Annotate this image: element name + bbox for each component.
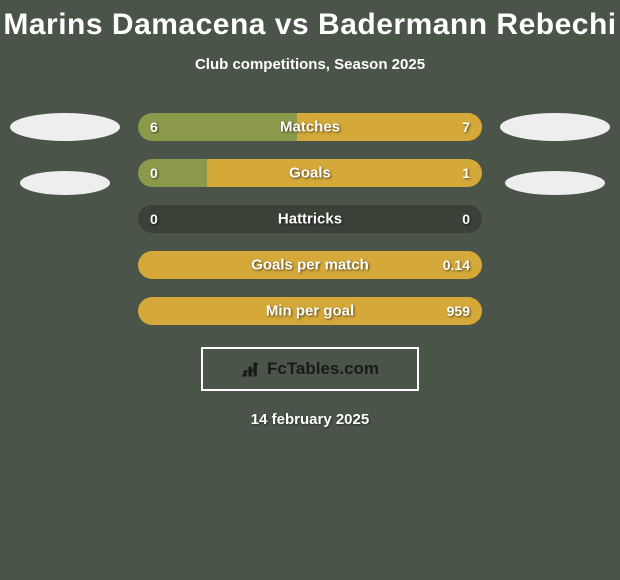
team-logo-right: [505, 171, 605, 195]
bar-segment-right: [297, 113, 482, 141]
brand-text: FcTables.com: [267, 359, 379, 379]
left-team-column: [10, 113, 120, 195]
stat-bar: Matches67: [138, 113, 482, 141]
bar-segment-left: [138, 113, 297, 141]
team-logo-left: [20, 171, 110, 195]
stat-bar: Min per goal959: [138, 297, 482, 325]
stat-bar: Goals per match0.14: [138, 251, 482, 279]
team-logo-left: [10, 113, 120, 141]
stat-label: Hattricks: [138, 211, 482, 228]
title: Marins Damacena vs Badermann Rebechi: [0, 8, 620, 42]
right-team-column: [500, 113, 610, 195]
stat-bar: Hattricks0 0: [138, 205, 482, 233]
bar-segment-right: [138, 251, 482, 279]
brand-box[interactable]: FcTables.com: [201, 347, 419, 391]
bar-segment-right: [207, 159, 482, 187]
stats-bars-column: Matches67 Goals01 Hattricks0 0 Goals per mat…: [138, 113, 482, 325]
bar-segment-left: [138, 159, 207, 187]
infographic-root: Marins Damacena vs Badermann Rebechi Clu…: [0, 0, 620, 428]
content-row: Matches67 Goals01 Hattricks0 0 Goals per mat…: [0, 113, 620, 325]
stat-value-right: 0: [462, 211, 470, 227]
bar-segment-right: [138, 297, 482, 325]
subtitle: Club competitions, Season 2025: [0, 56, 620, 73]
stat-value-left: 0: [150, 211, 158, 227]
bar-chart-icon: [241, 359, 261, 379]
date: 14 february 2025: [0, 411, 620, 428]
stat-bar: Goals01: [138, 159, 482, 187]
team-logo-right: [500, 113, 610, 141]
